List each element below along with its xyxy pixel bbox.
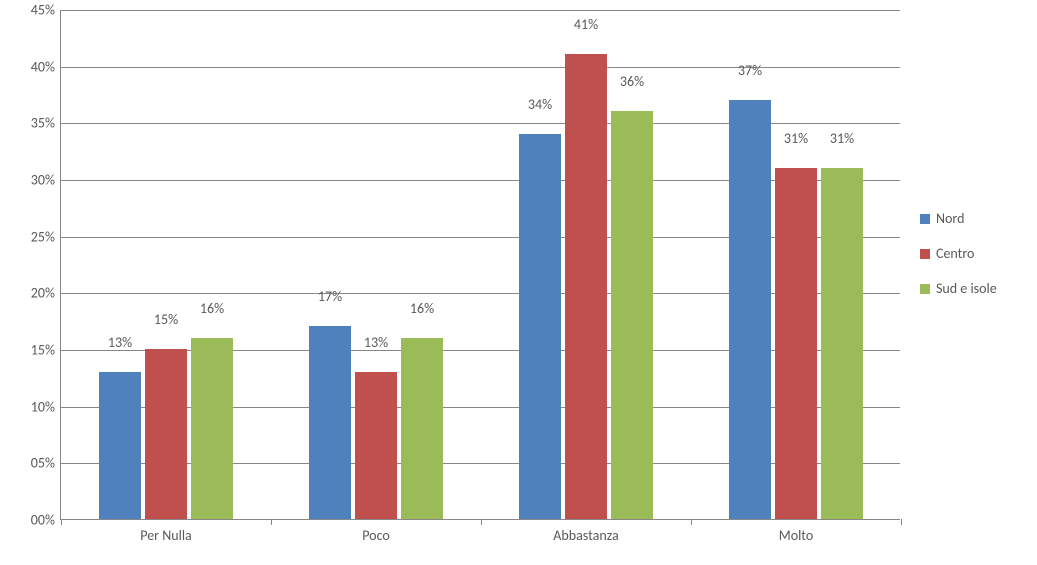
x-tick-mark	[901, 519, 902, 525]
x-tick-mark	[61, 519, 62, 525]
bar	[519, 134, 561, 519]
legend-item: Sud e isole	[920, 280, 997, 297]
y-tick-label: 30%	[31, 172, 55, 189]
gridline	[61, 123, 900, 124]
y-tick-label: 20%	[31, 285, 55, 302]
bar-value-label: 16%	[200, 300, 224, 319]
bar	[775, 168, 817, 519]
bar	[729, 100, 771, 519]
y-tick-label: 00%	[31, 512, 55, 529]
legend-item: Nord	[920, 210, 997, 227]
y-tick-label: 40%	[31, 58, 55, 75]
bar-value-label: 16%	[410, 300, 434, 319]
bar-value-label: 34%	[528, 96, 552, 115]
x-tick-mark	[271, 519, 272, 525]
chart-container: 00% 05% 10% 15% 20% 25% 30% 35% 40% 45% Per Nulla 1…	[0, 0, 1037, 565]
bar	[99, 372, 141, 519]
bar	[401, 338, 443, 519]
bar	[309, 326, 351, 519]
bar-value-label: 13%	[364, 334, 388, 353]
bar	[565, 54, 607, 519]
x-tick-label: Molto	[779, 527, 814, 544]
bar	[191, 338, 233, 519]
bar	[355, 372, 397, 519]
bar-value-label: 13%	[108, 334, 132, 353]
legend-swatch	[920, 249, 930, 259]
y-tick-label: 25%	[31, 228, 55, 245]
gridline	[61, 10, 900, 11]
x-tick-label: Abbastanza	[553, 527, 618, 544]
bar	[145, 349, 187, 519]
bar-value-label: 36%	[620, 73, 644, 92]
bar-value-label: 17%	[318, 288, 342, 307]
bar-value-label: 15%	[154, 311, 178, 330]
y-tick-label: 05%	[31, 455, 55, 472]
legend-label: Nord	[936, 210, 964, 227]
bar-value-label: 37%	[738, 62, 762, 81]
bar	[821, 168, 863, 519]
x-tick-mark	[481, 519, 482, 525]
legend-swatch	[920, 284, 930, 294]
legend-swatch	[920, 214, 930, 224]
legend-item: Centro	[920, 245, 997, 262]
y-tick-label: 15%	[31, 342, 55, 359]
x-tick-mark	[691, 519, 692, 525]
x-tick-label: Per Nulla	[140, 527, 192, 544]
bar	[611, 111, 653, 519]
x-tick-label: Poco	[362, 527, 390, 544]
y-tick-label: 45%	[31, 2, 55, 19]
y-tick-label: 10%	[31, 398, 55, 415]
bar-value-label: 31%	[830, 130, 854, 149]
legend-label: Centro	[936, 245, 974, 262]
gridline	[61, 67, 900, 68]
chart-legend: Nord Centro Sud e isole	[920, 210, 997, 315]
legend-label: Sud e isole	[936, 280, 997, 297]
bar-value-label: 41%	[574, 16, 598, 35]
bar-value-label: 31%	[784, 130, 808, 149]
y-tick-label: 35%	[31, 115, 55, 132]
plot-area: 00%05%10%15%20%25%30%35%40%45%Per Nulla1…	[60, 10, 900, 520]
